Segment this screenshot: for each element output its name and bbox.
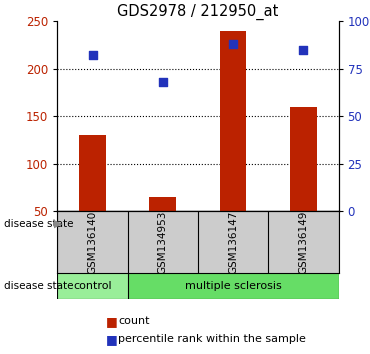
Point: [300, 47, 306, 52]
Point: [230, 41, 236, 47]
Text: GSM136147: GSM136147: [228, 211, 238, 274]
Bar: [128, 273, 339, 299]
Title: GDS2978 / 212950_at: GDS2978 / 212950_at: [117, 4, 279, 20]
Text: disease state: disease state: [4, 281, 73, 291]
Bar: [220, 31, 246, 211]
Point: [90, 53, 95, 58]
Bar: [79, 135, 106, 211]
Point: [160, 79, 166, 85]
Text: GSM136149: GSM136149: [298, 211, 309, 274]
Bar: [57, 273, 128, 299]
Text: ■: ■: [105, 333, 117, 346]
Text: ■: ■: [105, 315, 117, 328]
Text: GSM134953: GSM134953: [158, 211, 168, 274]
Text: control: control: [73, 281, 112, 291]
Text: GSM136140: GSM136140: [87, 211, 98, 274]
Text: percentile rank within the sample: percentile rank within the sample: [118, 334, 306, 344]
Text: ▶: ▶: [54, 219, 62, 229]
Text: disease state: disease state: [4, 219, 73, 229]
Text: count: count: [118, 316, 150, 326]
Text: multiple sclerosis: multiple sclerosis: [185, 281, 282, 291]
Bar: [290, 107, 317, 211]
Bar: [149, 197, 176, 211]
